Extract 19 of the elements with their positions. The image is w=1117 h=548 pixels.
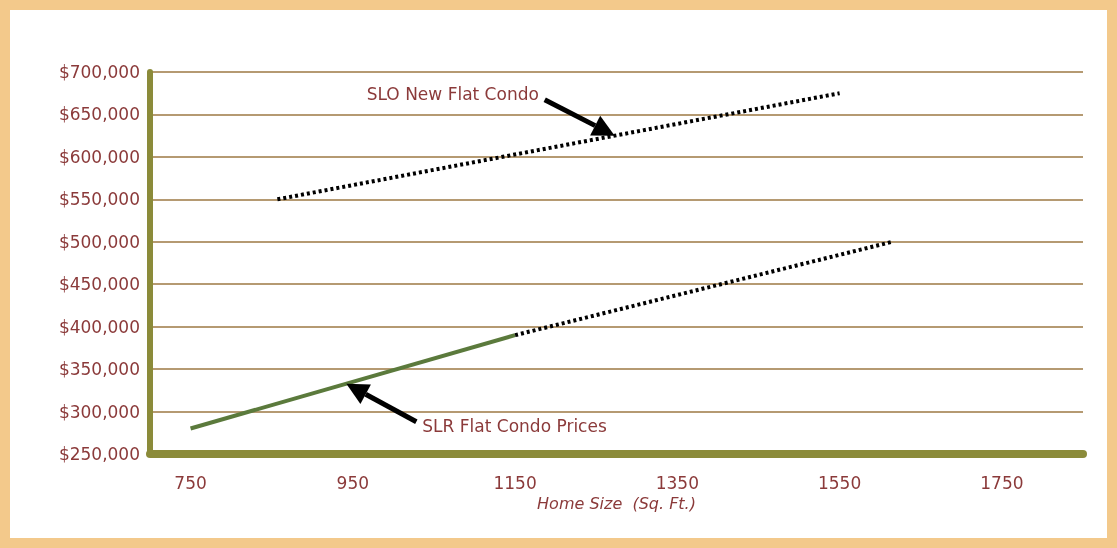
annotation: SLR Flat Condo Prices [422, 415, 607, 436]
y-tick-label: $600,000 [58, 146, 140, 167]
annotation: SLO New Flat Condo [366, 83, 539, 104]
y-tick-label: $250,000 [58, 444, 140, 464]
y-tick-label: $400,000 [58, 316, 140, 337]
x-tick-label: 750 [174, 472, 207, 493]
x-tick-label: 1750 [980, 472, 1024, 493]
y-tick-label: $700,000 [58, 62, 140, 82]
x-tick-label: 950 [336, 472, 370, 493]
y-tick-label: $350,000 [58, 359, 140, 380]
x-tick-label: 1150 [493, 472, 537, 493]
x-tick-label: 1350 [655, 472, 699, 493]
y-tick-label: $500,000 [58, 231, 140, 252]
y-tick-label: $650,000 [58, 104, 140, 125]
y-tick-label: $450,000 [58, 274, 140, 295]
y-tick-label: $300,000 [58, 401, 140, 422]
y-tick-label: $550,000 [58, 189, 140, 210]
x-tick-label: 1550 [817, 472, 862, 493]
x-axis-title: Home Size (Sq. Ft.) [537, 494, 696, 514]
